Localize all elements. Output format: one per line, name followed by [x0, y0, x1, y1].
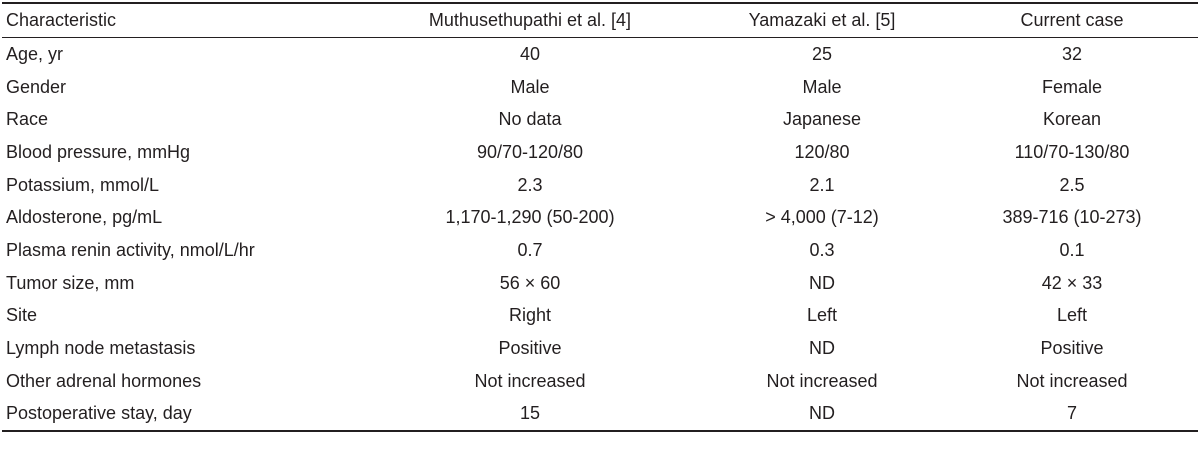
cell-value: 32	[1061, 43, 1083, 64]
cell-value: 90/70-120/80	[476, 141, 584, 162]
cell-value: 0.1	[1059, 239, 1085, 260]
row-label: Race	[6, 109, 49, 130]
cell-value: ND	[809, 338, 835, 359]
header-muthusethupathi: Muthusethupathi et al. [4]	[362, 2, 698, 38]
table-row: Plasma renin activity, nmol/L/hr 0.7 0.3…	[2, 234, 1198, 267]
row-label: Lymph node metastasis	[6, 338, 196, 359]
cell-value: 389-716 (10-273)	[1002, 207, 1142, 228]
cell-value: Positive	[1040, 338, 1104, 359]
cell-value: Not increased	[766, 370, 878, 391]
cell-value: 120/80	[794, 141, 850, 162]
comparison-table: Characteristic Muthusethupathi et al. [4…	[2, 2, 1198, 433]
cell-value: Not increased	[1016, 370, 1128, 391]
cell-value: Female	[1041, 76, 1103, 97]
table-body: Age, yr 40 25 32 Gender Male Male Female…	[2, 38, 1198, 433]
table-header: Characteristic Muthusethupathi et al. [4…	[2, 2, 1198, 38]
row-label: Aldosterone, pg/mL	[6, 207, 163, 228]
cell-value: Not increased	[474, 370, 586, 391]
cell-value: > 4,000 (7-12)	[765, 207, 879, 228]
cell-value: Male	[510, 76, 550, 97]
cell-value: Left	[806, 305, 838, 326]
header-row: Characteristic Muthusethupathi et al. [4…	[2, 2, 1198, 38]
cell-value: 1,170-1,290 (50-200)	[445, 207, 615, 228]
cell-value: 0.3	[809, 239, 835, 260]
table-row: Potassium, mmol/L 2.3 2.1 2.5	[2, 169, 1198, 202]
table-row: Blood pressure, mmHg 90/70-120/80 120/80…	[2, 136, 1198, 169]
table-row: Age, yr 40 25 32	[2, 38, 1198, 71]
table-row: Site Right Left Left	[2, 300, 1198, 333]
cell-value: No data	[498, 109, 562, 130]
table-row: Tumor size, mm 56 × 60 ND 42 × 33	[2, 267, 1198, 300]
cell-value: Korean	[1042, 109, 1102, 130]
table-row: Gender Male Male Female	[2, 71, 1198, 104]
cell-value: ND	[809, 272, 835, 293]
cell-value: 2.3	[517, 174, 543, 195]
cell-value: Left	[1056, 305, 1088, 326]
table-row: Aldosterone, pg/mL 1,170-1,290 (50-200) …	[2, 201, 1198, 234]
cell-value: 0.7	[517, 239, 543, 260]
cell-value: 7	[946, 397, 1198, 433]
cell-value: 2.1	[809, 174, 835, 195]
cell-value: Japanese	[782, 109, 862, 130]
cell-value: Positive	[498, 338, 562, 359]
row-label: Tumor size, mm	[6, 272, 135, 293]
cell-value: 25	[811, 43, 833, 64]
table-row: Race No data Japanese Korean	[2, 103, 1198, 136]
cell-value: 2.5	[1059, 174, 1085, 195]
header-current-case: Current case	[946, 2, 1198, 38]
row-label: Site	[6, 305, 38, 326]
cell-value: Right	[508, 305, 552, 326]
cell-value: Male	[802, 76, 842, 97]
row-label: Blood pressure, mmHg	[6, 141, 191, 162]
row-label: Gender	[6, 76, 67, 97]
header-characteristic: Characteristic	[2, 2, 362, 38]
header-yamazaki: Yamazaki et al. [5]	[698, 2, 946, 38]
table-row: Other adrenal hormones Not increased Not…	[2, 365, 1198, 398]
row-label: Potassium, mmol/L	[6, 174, 160, 195]
cell-value: 56 × 60	[499, 272, 561, 293]
cell-value: 110/70-130/80	[1014, 141, 1130, 162]
cell-value: 42 × 33	[1041, 272, 1103, 293]
row-label: Postoperative stay, day	[2, 397, 362, 433]
row-label: Age, yr	[6, 43, 64, 64]
table-row: Lymph node metastasis Positive ND Positi…	[2, 332, 1198, 365]
cell-value: 40	[519, 43, 541, 64]
row-label: Plasma renin activity, nmol/L/hr	[6, 239, 255, 260]
cell-value: ND	[698, 397, 946, 433]
table-row: Postoperative stay, day 15 ND 7	[2, 397, 1198, 433]
row-label: Other adrenal hormones	[6, 370, 202, 391]
cell-value: 15	[362, 397, 698, 433]
